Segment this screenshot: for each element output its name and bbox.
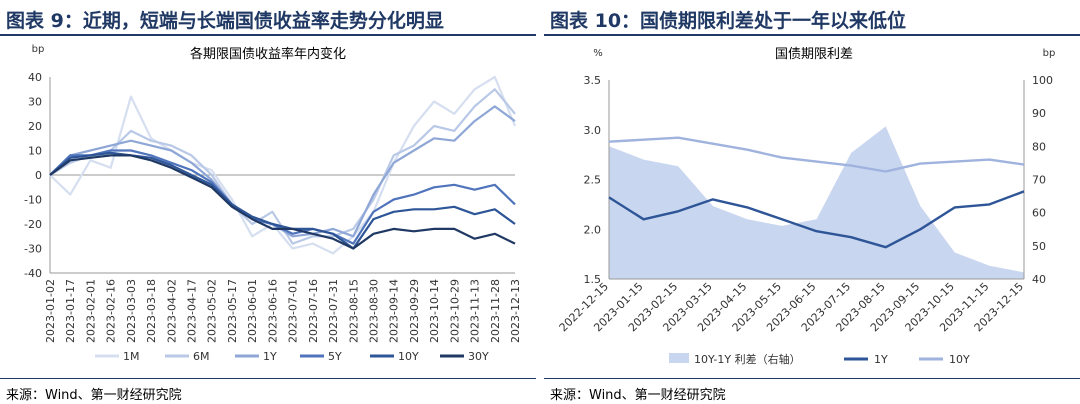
footer-rule [544, 378, 1080, 379]
x-tick-label: 2023-11-13 [469, 279, 482, 343]
x-tick-label: 2023-08-15 [347, 279, 360, 343]
y-tick-label: 20 [28, 120, 42, 133]
y-axis-unit: bp [32, 44, 45, 55]
y-tick-label: -40 [24, 267, 42, 280]
right-tick-label: 100 [1032, 74, 1053, 87]
right-axis-unit: bp [1043, 48, 1056, 59]
legend-label: 1Y [263, 350, 277, 363]
legend-swatch [669, 353, 689, 363]
legend-label: 10Y [398, 350, 419, 363]
series-line-1y [49, 105, 516, 238]
left-axis-unit: % [593, 48, 603, 59]
title-rule [544, 34, 1080, 36]
right-tick-label: 40 [1032, 273, 1046, 286]
x-tick-label: 2023-05-17 [226, 279, 239, 343]
x-tick-label: 2023-10-29 [448, 279, 461, 343]
x-tick-label: 2023-02-01 [84, 279, 97, 343]
right-tick-label: 60 [1032, 207, 1046, 220]
series-line-1m [49, 75, 517, 255]
x-tick-label: 2023-11-28 [489, 279, 502, 343]
x-tick-label: 2023-01-17 [64, 279, 77, 343]
series-line-6m [49, 88, 516, 245]
left-tick-label: 3.5 [584, 74, 602, 87]
y-tick-label: -30 [24, 243, 42, 256]
figure-title: 图表 10：国债期限利差处于一年以来低位 [550, 10, 907, 32]
series-line-1y [608, 190, 1025, 249]
x-tick-label: 2023-06-01 [246, 279, 259, 343]
right-panel: 图表 10：国债期限利差处于一年以来低位 国债期限利差% bp 1.5 2.0 2.5 3… [544, 0, 1080, 404]
title-rule [0, 34, 536, 36]
yield-change-chart: 各期限国债收益率年内变化 bp -40 -30 -20 -10 0 10 20 30 40 2023-… [24, 44, 522, 363]
left-tick-label: 2.5 [584, 174, 602, 187]
spread-area [609, 126, 1024, 280]
left-tick-label: 1.5 [584, 273, 602, 286]
x-tick-label: 2023-04-02 [165, 279, 178, 343]
term-spread-chart: 国债期限利差% bp1.52.02.53.03.54050607080901002… [557, 47, 1056, 366]
chart-title: 国债期限利差 [775, 47, 853, 62]
legend-label: 6M [193, 350, 210, 363]
right-tick-label: 80 [1032, 140, 1046, 153]
x-tick-label: 2023-10-14 [428, 279, 441, 343]
series-line-10y [608, 136, 1025, 173]
x-tick-label: 2023-05-02 [206, 279, 219, 343]
legend-label: 5Y [328, 350, 342, 363]
right-tick-label: 50 [1032, 240, 1046, 253]
legend-label: 1Y [874, 353, 888, 366]
footer-rule [0, 378, 536, 379]
x-tick-label: 2023-08-30 [367, 279, 380, 343]
legend-label: 30Y [468, 350, 489, 363]
x-tick-label: 2023-03-18 [145, 279, 158, 343]
series-line-10y [49, 151, 516, 250]
legend-label: 1M [123, 350, 140, 363]
left-panel: 图表 9：近期，短端与长端国债收益率走势分化明显 各期限国债收益率年内变化 bp -… [0, 0, 536, 404]
y-tick-label: -10 [24, 194, 42, 207]
legend-label: 10Y [949, 353, 970, 366]
chart-title: 各期限国债收益率年内变化 [190, 46, 346, 62]
y-tick-label: -20 [24, 218, 42, 231]
y-tick-label: 40 [28, 71, 42, 84]
source-note: 来源：Wind、第一财经研究院 [6, 388, 182, 403]
legend-label: 10Y-1Y 利差（右轴） [694, 352, 801, 366]
x-tick-label: 2023-06-16 [266, 279, 279, 343]
series-line-30y [49, 154, 516, 250]
left-tick-label: 2.0 [584, 223, 602, 236]
x-tick-label: 2023-07-16 [307, 279, 320, 343]
x-tick-label: 2023-02-16 [105, 279, 118, 343]
x-tick-label: 2023-09-14 [388, 279, 401, 343]
x-tick-label: 2023-12-13 [509, 279, 522, 343]
x-tick-label: 2023-09-29 [408, 279, 421, 343]
right-tick-label: 90 [1032, 107, 1046, 120]
y-tick-label: 0 [35, 169, 42, 182]
x-tick-label: 2023-01-02 [44, 279, 57, 343]
x-tick-label: 2023-07-31 [327, 279, 340, 343]
x-tick-label: 2023-03-03 [125, 279, 138, 343]
source-note: 来源：Wind、第一财经研究院 [550, 388, 726, 403]
y-tick-label: 10 [28, 145, 42, 158]
right-tick-label: 70 [1032, 174, 1046, 187]
x-tick-label: 2023-04-17 [186, 279, 199, 343]
left-tick-label: 3.0 [584, 124, 602, 137]
x-tick-label: 2023-07-01 [287, 279, 300, 343]
figure-title: 图表 9：近期，短端与长端国债收益率走势分化明显 [6, 10, 444, 32]
y-tick-label: 30 [28, 96, 42, 109]
